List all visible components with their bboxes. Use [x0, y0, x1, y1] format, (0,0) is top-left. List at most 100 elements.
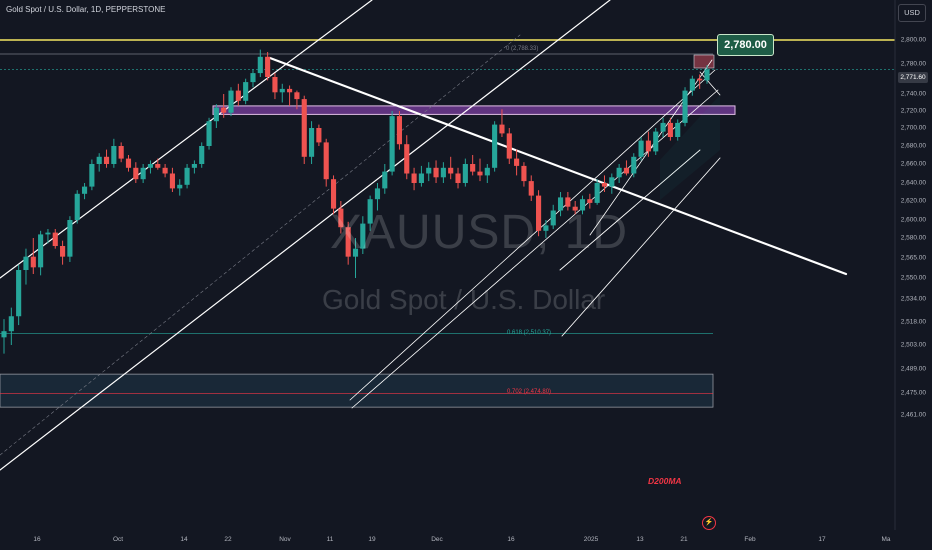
candle-body	[81, 186, 88, 194]
price-tick-label: 2,489.00	[900, 365, 926, 373]
candle-body	[38, 234, 44, 268]
date-tick-label: 21	[680, 536, 688, 543]
candle-body	[587, 199, 593, 203]
candle-body	[645, 140, 651, 152]
price-tick-label: 2,475.00	[900, 389, 926, 397]
candle-body	[557, 197, 564, 211]
candle-body	[631, 156, 637, 174]
candle-body	[147, 164, 154, 168]
price-tick-label: 2,550.00	[900, 274, 926, 282]
candle-body	[682, 90, 688, 123]
candle-body	[462, 164, 468, 183]
candle-body	[111, 146, 117, 164]
price-tick-label: 2,740.00	[900, 90, 926, 98]
candle-body	[689, 78, 695, 91]
price-target-callout[interactable]: 2,780.00	[717, 34, 774, 56]
candle-body	[550, 210, 556, 226]
candle-body	[579, 199, 586, 211]
last-price-tag: 2,771.60	[898, 72, 928, 83]
candle-body	[294, 92, 300, 100]
candle-body	[191, 164, 197, 168]
candle-body	[470, 164, 476, 172]
candle-body	[360, 223, 366, 249]
candle-body	[162, 167, 168, 174]
candle-body	[338, 208, 344, 228]
candle-body	[30, 256, 36, 268]
candles-layer	[1, 49, 710, 354]
candle-body	[616, 167, 622, 178]
candle-body	[565, 197, 571, 207]
candle-body	[16, 270, 22, 317]
candle-body	[389, 116, 395, 172]
candle-body	[536, 195, 542, 231]
candle-body	[60, 246, 66, 257]
channel-rise-2	[699, 71, 721, 96]
candle-body	[653, 131, 659, 152]
candle-body	[89, 164, 95, 187]
candle-body	[257, 56, 263, 74]
candle-body	[484, 167, 490, 176]
candle-body	[140, 167, 146, 180]
channel-mid-upper	[349, 69, 716, 401]
candle-body	[184, 167, 190, 185]
fib-0-label: 0 (2,788.33)	[506, 46, 539, 52]
candle-body	[323, 142, 329, 180]
candle-body	[177, 184, 183, 189]
candle-body	[250, 73, 256, 83]
currency-selector[interactable]: USD	[898, 4, 926, 22]
candle-body	[572, 206, 578, 211]
price-tick-label: 2,780.00	[900, 60, 926, 68]
date-tick-label: 13	[636, 536, 644, 543]
price-tick-label: 2,600.00	[900, 216, 926, 224]
candle-body	[213, 107, 219, 122]
zones-layer	[0, 54, 736, 408]
zone-purple	[212, 105, 736, 115]
candle-body	[243, 82, 249, 101]
candle-body	[133, 167, 139, 180]
candle-body	[492, 124, 498, 168]
candle-body	[228, 90, 234, 113]
candle-body	[221, 107, 227, 113]
candle-body	[45, 232, 51, 235]
candle-body	[382, 171, 388, 189]
candle-body	[623, 167, 630, 174]
candle-body	[660, 122, 666, 132]
date-tick-label: 14	[180, 536, 188, 543]
date-tick-label: 16	[33, 536, 41, 543]
candle-body	[8, 316, 14, 332]
candle-body	[352, 248, 359, 257]
candle-body	[103, 156, 110, 164]
symbol-title[interactable]: Gold Spot / U.S. Dollar, 1D, PEPPERSTONE	[6, 5, 166, 14]
lightning-icon[interactable]: ⚡	[702, 516, 716, 530]
fib-0.702-label: 0.702 (2,474.80)	[507, 389, 552, 396]
candle-body	[411, 173, 417, 183]
candle-body	[155, 164, 161, 168]
candle-body	[404, 144, 410, 174]
channel-big-upper	[0, 0, 373, 279]
candle-body	[697, 78, 703, 81]
candle-body	[330, 179, 337, 209]
candle-body	[367, 199, 373, 224]
watermark-description: Gold Spot / U.S. Dollar	[322, 284, 606, 315]
candle-body	[426, 167, 432, 174]
price-tick-label: 2,640.00	[900, 179, 926, 187]
candle-body	[455, 173, 461, 183]
date-tick-label: Nov	[279, 536, 291, 543]
price-tick-label: 2,800.00	[900, 36, 926, 44]
candle-body	[1, 331, 7, 338]
fib-0.618-label: 0.618 (2,510.37)	[507, 329, 552, 336]
candle-body	[704, 69, 710, 81]
price-tick-label: 2,461.00	[900, 411, 926, 419]
candle-body	[96, 156, 102, 164]
date-tick-label: 17	[818, 536, 826, 543]
candle-body	[514, 158, 520, 166]
date-tick-label: Feb	[744, 536, 756, 543]
zone-d200-band	[0, 373, 714, 408]
candle-body	[521, 165, 527, 182]
price-tick-label: 2,580.00	[900, 234, 926, 242]
price-tick-label: 2,518.00	[900, 318, 926, 326]
candle-body	[235, 90, 241, 101]
candle-body	[418, 173, 424, 183]
